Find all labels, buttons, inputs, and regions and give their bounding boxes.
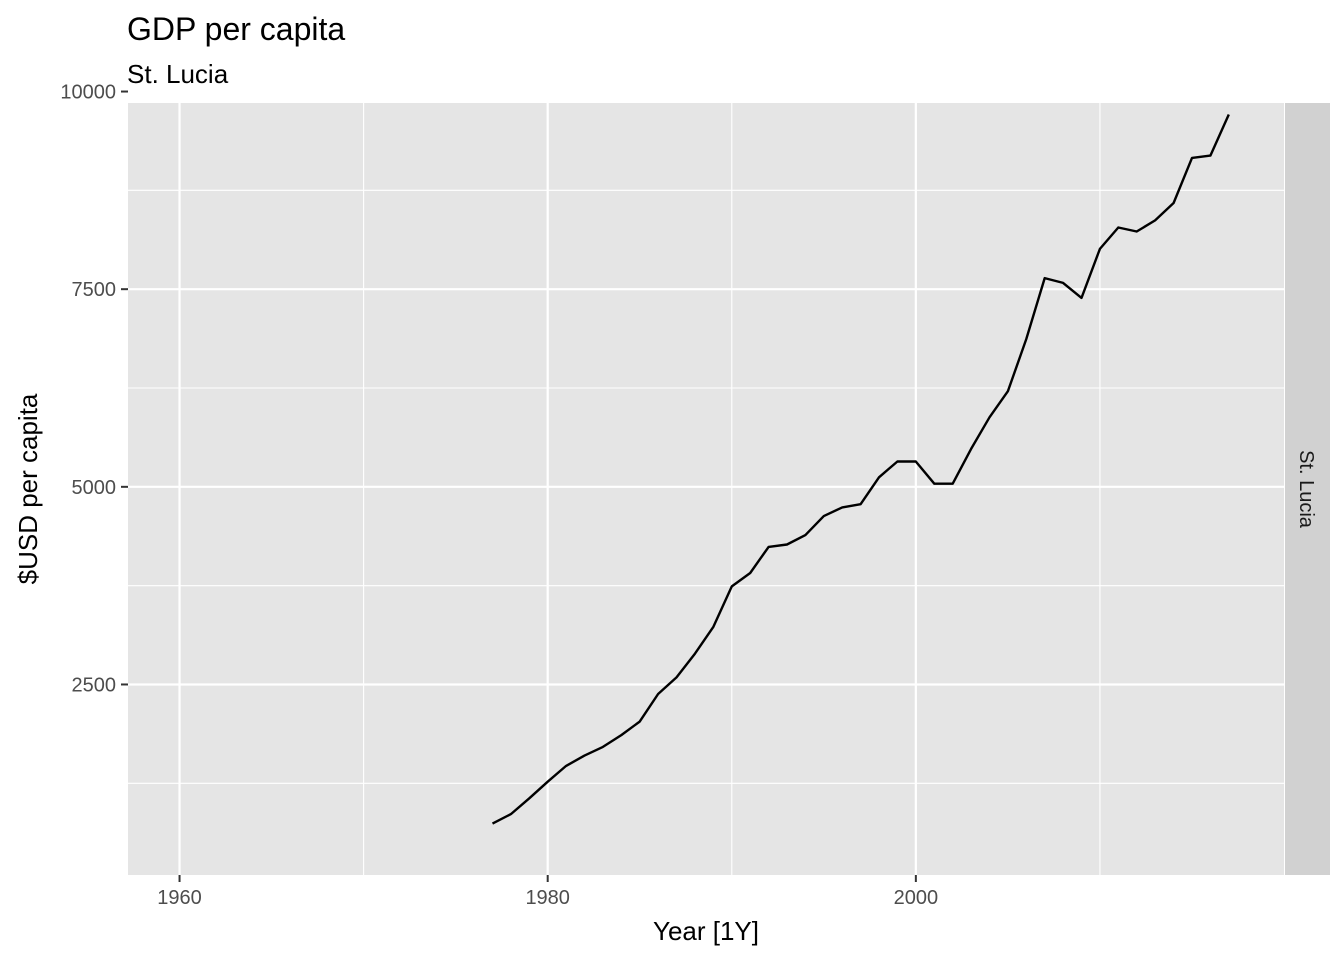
panel-background	[128, 103, 1284, 875]
y-tick-label: 5000	[72, 477, 117, 499]
major-gridlines	[128, 90, 1284, 875]
y-axis: 2500 5000 7500 10000	[60, 82, 128, 696]
x-axis: 1960 1980 2000	[157, 875, 938, 909]
y-tick-label: 2500	[72, 674, 117, 696]
facet-strip-label: St. Lucia	[1295, 450, 1317, 529]
y-tick-label: 10000	[60, 82, 116, 104]
series-layer	[491, 114, 1230, 825]
x-tick-label: 1960	[157, 887, 202, 909]
x-tick-label: 1980	[525, 887, 570, 909]
x-axis-title: Year [1Y]	[653, 916, 759, 946]
chart-title: GDP per capita	[127, 11, 345, 47]
series-line	[491, 114, 1230, 825]
x-tick-label: 2000	[894, 887, 939, 909]
minor-gridlines	[128, 103, 1284, 875]
chart-subtitle: St. Lucia	[127, 59, 229, 89]
facet-strip	[1285, 103, 1330, 875]
y-axis-title: $USD per capita	[13, 393, 43, 584]
y-tick-label: 7500	[72, 279, 117, 301]
